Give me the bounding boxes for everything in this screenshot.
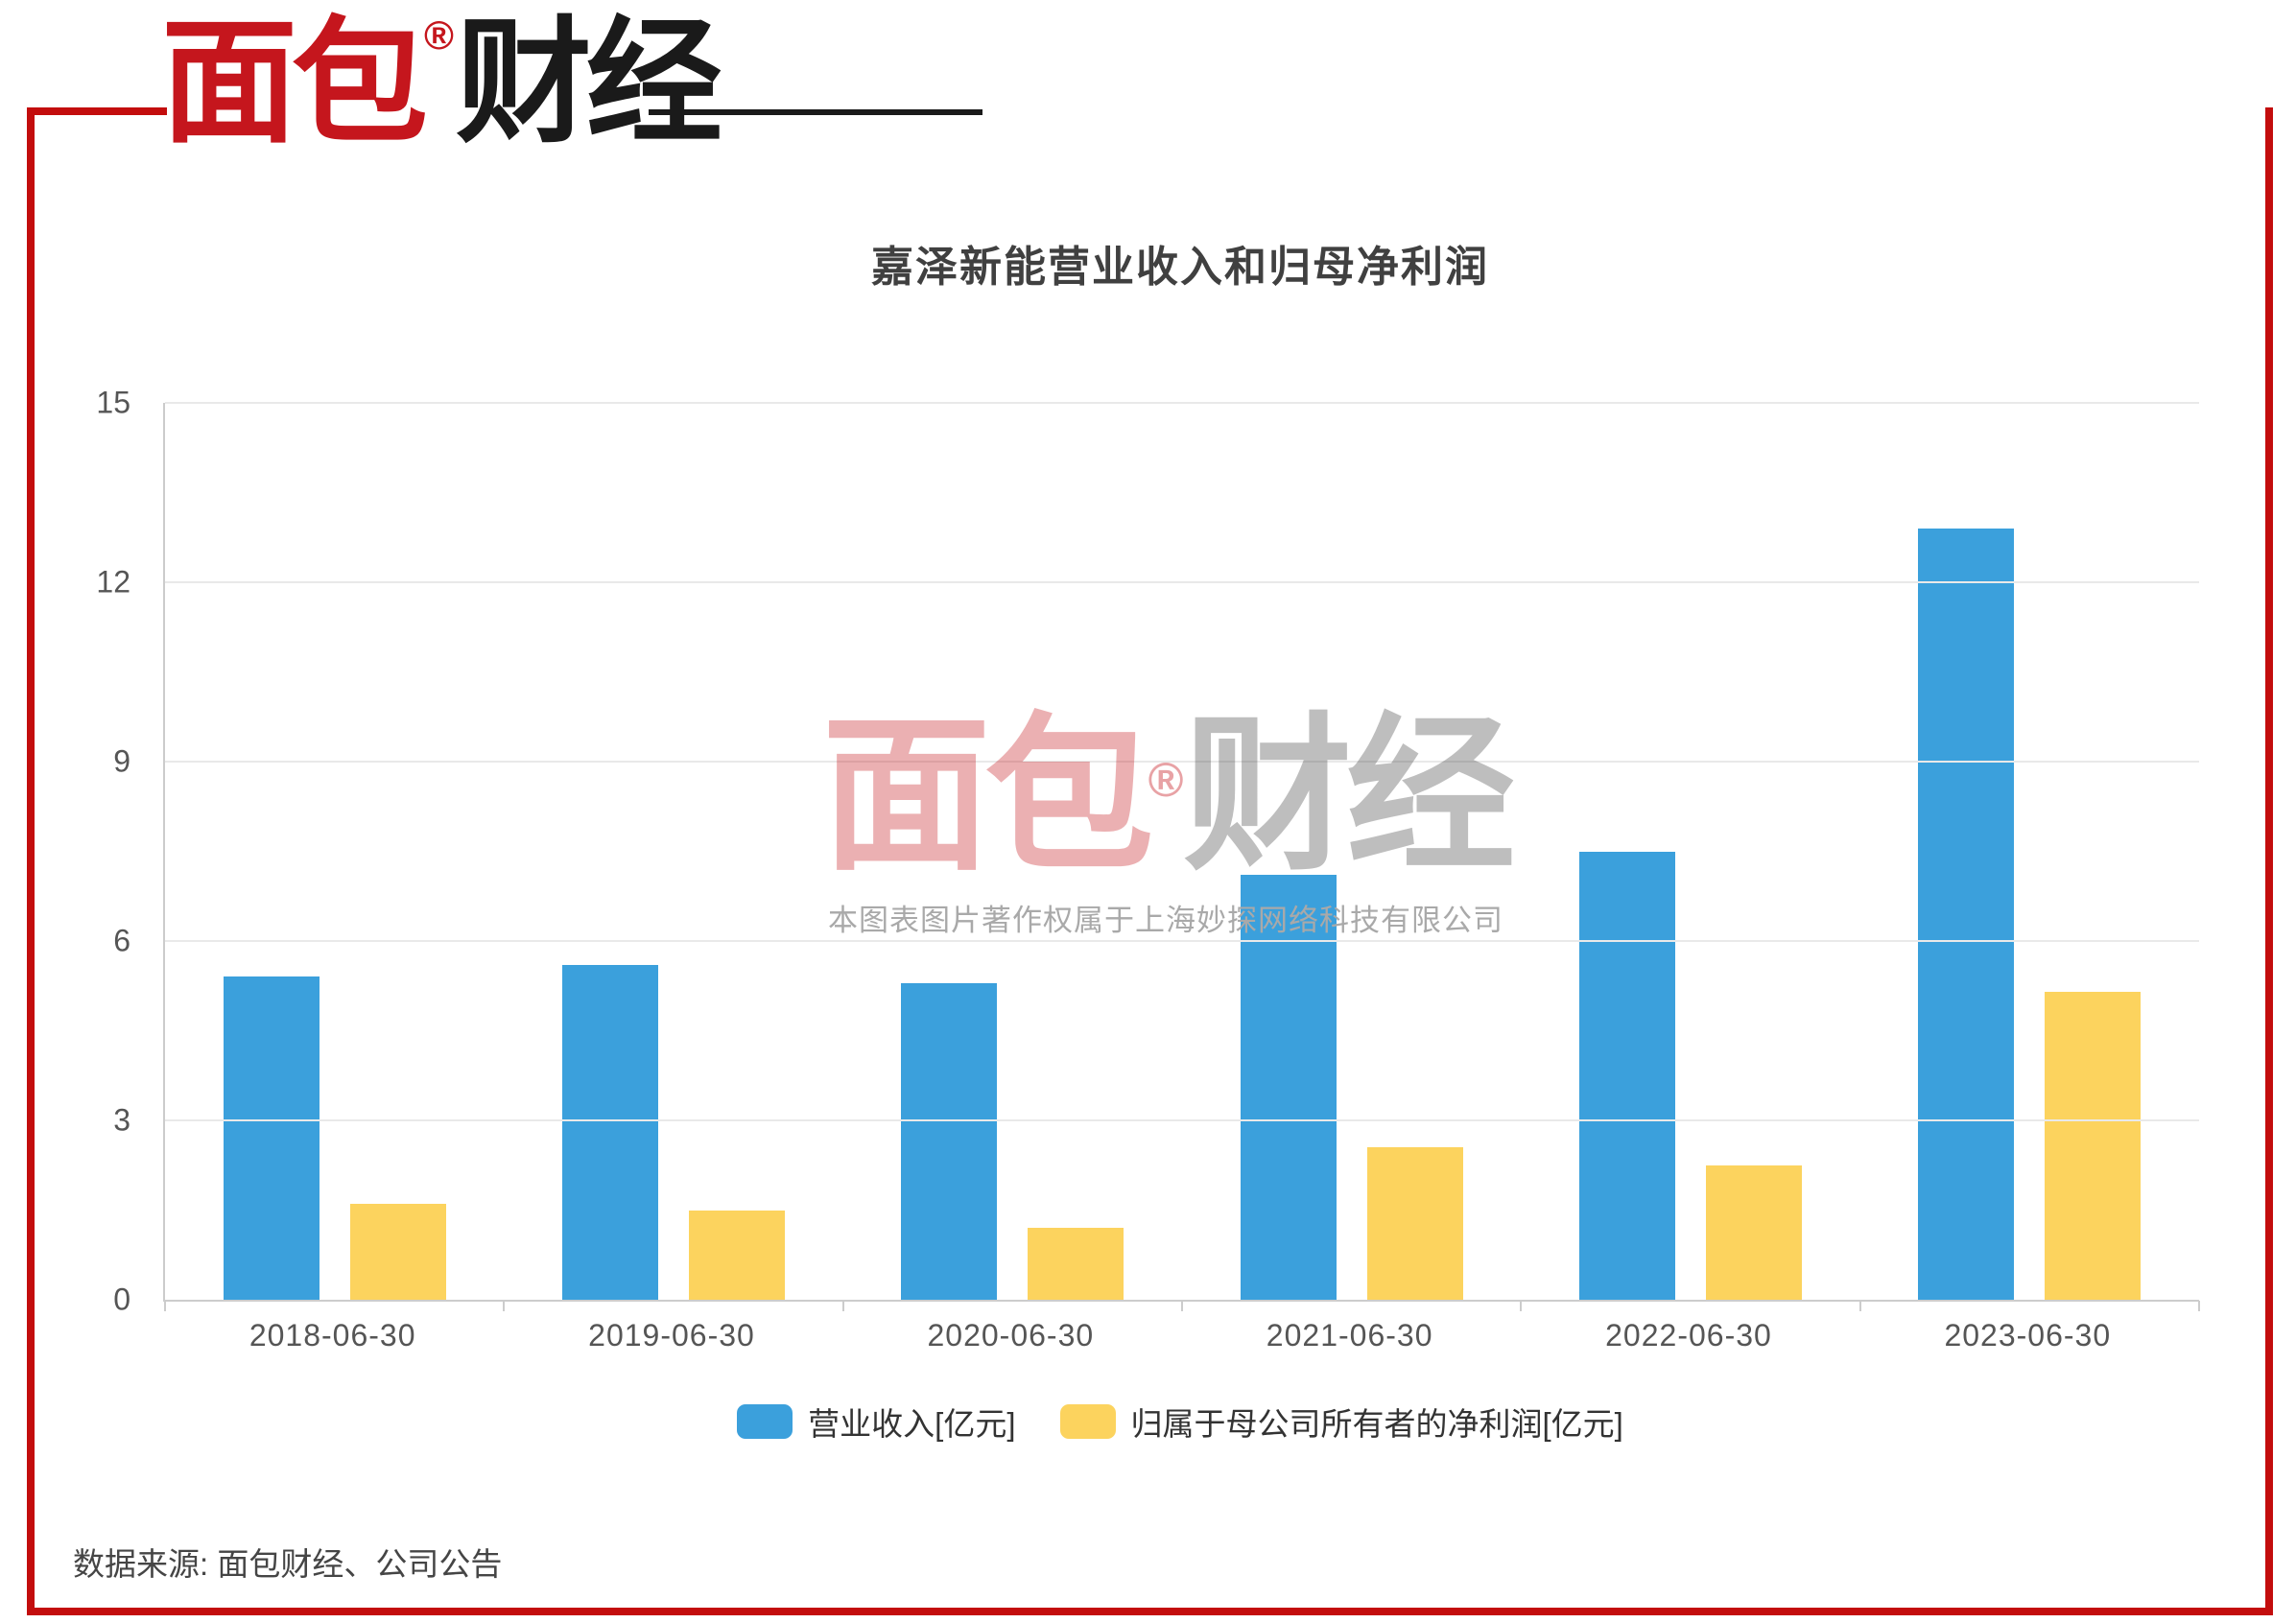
bar-group-2019-06-30 bbox=[504, 403, 842, 1300]
x-axis-tick-mark bbox=[1520, 1301, 1523, 1311]
bar-group-2022-06-30 bbox=[1521, 403, 1859, 1300]
revenue-bar-2022-06-30 bbox=[1578, 851, 1675, 1300]
net-profit-bar-2023-06-30 bbox=[2045, 991, 2142, 1300]
x-axis-tick-label: 2023-06-30 bbox=[1944, 1318, 2112, 1352]
gridline bbox=[165, 402, 2199, 404]
top-border-red-segment bbox=[27, 107, 167, 115]
net-profit-bar-2022-06-30 bbox=[1705, 1164, 1802, 1300]
net-profit-bar-2019-06-30 bbox=[688, 1210, 785, 1300]
brand-logo-black-text: 财经 bbox=[455, 7, 722, 159]
brand-logo-red-text: 面包 bbox=[161, 7, 428, 159]
brand-logo: 面包 ® 财经 bbox=[161, 7, 722, 159]
data-source-note: 数据来源: 面包财经、公司公告 bbox=[73, 1546, 503, 1582]
bar-group-2018-06-30 bbox=[165, 403, 504, 1300]
plot-area bbox=[163, 402, 2200, 1311]
revenue-bar-2023-06-30 bbox=[1918, 528, 2015, 1300]
x-axis-tick-label: 2022-06-30 bbox=[1605, 1318, 1772, 1352]
legend-swatch-net-profit bbox=[1059, 1404, 1116, 1439]
net-profit-bar-2021-06-30 bbox=[1366, 1147, 1463, 1300]
bar-group-2020-06-30 bbox=[843, 403, 1182, 1300]
net-profit-bar-2018-06-30 bbox=[349, 1204, 446, 1300]
revenue-bar-2018-06-30 bbox=[223, 976, 320, 1300]
x-axis-labels: 2018-06-30 2019-06-30 2020-06-30 2021-06-30… bbox=[163, 1318, 2197, 1353]
x-axis-tick-mark bbox=[2198, 1301, 2200, 1311]
y-axis-tick-label: 0 bbox=[113, 1282, 130, 1317]
gridline bbox=[165, 1119, 2199, 1121]
y-axis-tick-label: 9 bbox=[113, 743, 130, 779]
legend-item-revenue[interactable]: 营业收入[亿元] bbox=[737, 1399, 1016, 1445]
registered-trademark-icon: ® bbox=[424, 12, 454, 58]
bar-group-2023-06-30 bbox=[1860, 403, 2199, 1300]
gridline bbox=[165, 761, 2199, 763]
legend-label-net-profit: 归属于母公司所有者的净利润[亿元] bbox=[1130, 1406, 1623, 1442]
x-axis-tick-mark bbox=[841, 1301, 844, 1311]
revenue-bar-2021-06-30 bbox=[1240, 875, 1337, 1300]
net-profit-bar-2020-06-30 bbox=[1028, 1228, 1124, 1300]
y-axis-tick-label: 12 bbox=[96, 564, 130, 600]
x-axis-tick-label: 2020-06-30 bbox=[927, 1318, 1095, 1352]
chart-title: 嘉泽新能营业收入和归母净利润 bbox=[871, 244, 1489, 291]
top-border-black-segment bbox=[649, 109, 982, 115]
legend-label-revenue: 营业收入[亿元] bbox=[808, 1406, 1016, 1442]
x-axis-tick-mark bbox=[164, 1301, 166, 1311]
gridline bbox=[165, 940, 2199, 942]
legend-swatch-revenue bbox=[737, 1404, 793, 1439]
y-axis-labels: 0 3 6 9 12 15 bbox=[54, 386, 146, 1317]
revenue-bar-2020-06-30 bbox=[901, 982, 998, 1300]
bar-groups bbox=[165, 403, 2199, 1300]
x-axis-tick-mark bbox=[1181, 1301, 1183, 1311]
gridline bbox=[165, 581, 2199, 583]
legend: 营业收入[亿元] 归属于母公司所有者的净利润[亿元] bbox=[163, 1399, 2197, 1445]
legend-item-net-profit[interactable]: 归属于母公司所有者的净利润[亿元] bbox=[1059, 1399, 1623, 1445]
x-axis-tick-mark bbox=[1858, 1301, 1861, 1311]
y-axis-tick-label: 6 bbox=[113, 923, 130, 958]
x-axis-tick-label: 2018-06-30 bbox=[249, 1318, 416, 1352]
x-axis-tick-label: 2019-06-30 bbox=[588, 1318, 755, 1352]
y-axis-tick-label: 3 bbox=[113, 1102, 130, 1138]
y-axis-tick-label: 15 bbox=[96, 385, 130, 420]
bar-group-2021-06-30 bbox=[1182, 403, 1521, 1300]
x-axis-tick-mark bbox=[503, 1301, 506, 1311]
revenue-bar-2019-06-30 bbox=[561, 964, 658, 1300]
x-axis-tick-label: 2021-06-30 bbox=[1266, 1318, 1433, 1352]
